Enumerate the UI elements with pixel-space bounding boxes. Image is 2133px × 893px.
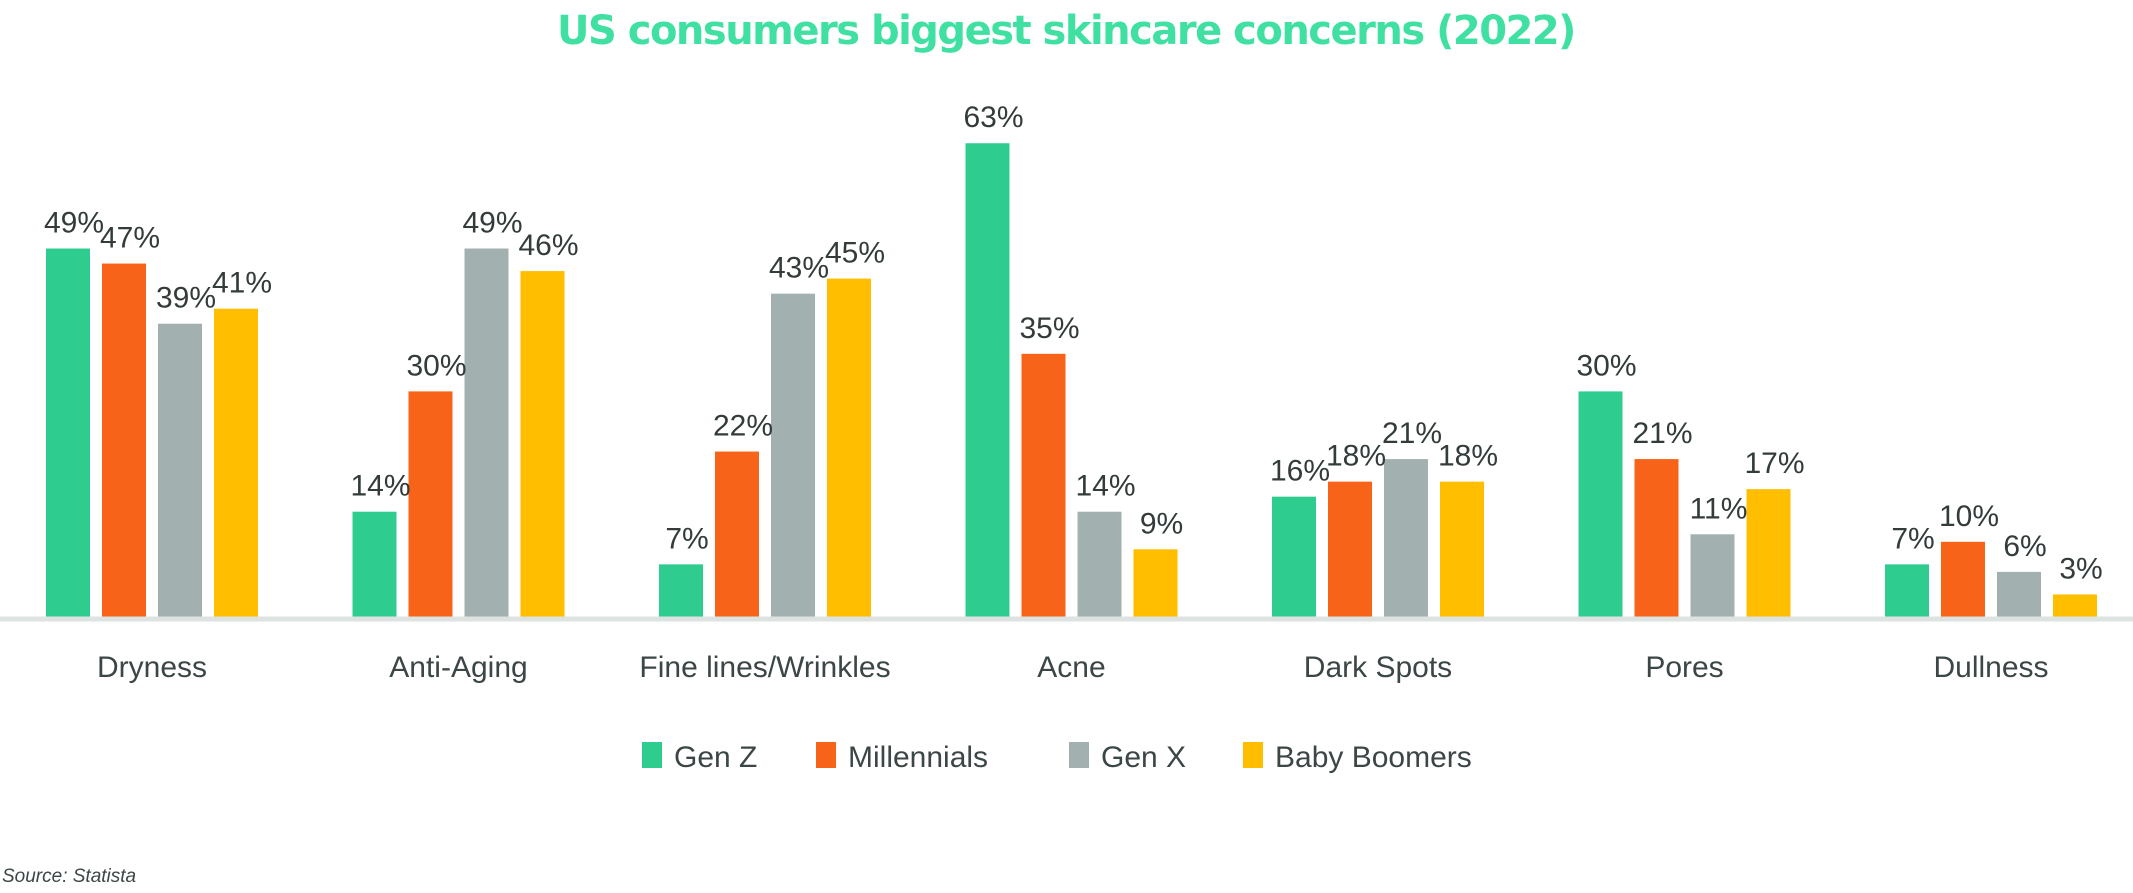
legend-swatch [642,742,662,768]
legend-item: Millennials [816,741,988,774]
legend-swatch [1069,742,1089,768]
category-label: Dryness [97,651,207,684]
bars-layer [46,143,2097,618]
data-label: 10% [1939,500,1999,533]
data-label: 47% [100,222,160,255]
bar-millennials-fine-lines-wrinkles [715,451,759,617]
category-labels: Dryness Anti-Aging Fine lines/Wrinkles Acne… [97,651,2049,684]
legend-label: Gen Z [674,741,757,774]
bar-baby-boomers-dark-spots [1440,481,1484,617]
category-label: Dark Spots [1304,651,1452,684]
data-label: 21% [1632,417,1692,450]
data-labels-layer: 49%47%39%41%14%30%49%46%7%22%43%45%63%35… [44,101,2103,585]
legend-item: Gen X [1069,741,1186,774]
bar-gen-z-dryness [46,248,90,617]
data-label: 45% [825,237,885,270]
bar-gen-x-fine-lines-wrinkles [771,293,815,617]
bar-baby-boomers-dryness [214,308,258,617]
data-label: 3% [2059,552,2102,585]
bar-gen-z-pores [1578,391,1623,617]
data-label: 7% [665,522,708,555]
legend-item: Baby Boomers [1243,741,1472,774]
data-label: 18% [1326,440,1386,473]
category-label: Pores [1645,651,1723,684]
bar-millennials-dullness [1941,541,1985,617]
data-label: 41% [212,267,272,300]
data-label: 43% [769,252,829,285]
source-note: Source: Statista [2,866,136,887]
legend-label: Baby Boomers [1275,741,1472,774]
legend-swatch [816,742,836,768]
data-label: 63% [963,101,1023,134]
legend-label: Millennials [848,741,988,774]
data-label: 30% [406,349,466,382]
bar-millennials-dark-spots [1328,481,1372,617]
data-label: 22% [713,410,773,443]
data-label: 11% [1690,492,1748,525]
data-label: 39% [156,282,216,315]
category-label: Dullness [1933,651,2048,684]
data-label: 21% [1382,417,1442,450]
bar-gen-x-dullness [1997,571,2041,617]
bar-baby-boomers-anti-aging [520,271,565,617]
bar-gen-x-dryness [158,323,202,617]
bar-gen-z-anti-aging [352,511,397,617]
bar-baby-boomers-dullness [2053,594,2097,617]
bar-baby-boomers-pores [1746,489,1791,617]
data-label: 6% [2003,530,2046,563]
category-label: Fine lines/Wrinkles [639,651,890,684]
data-label: 30% [1576,349,1636,382]
data-label: 16% [1270,455,1330,488]
data-label: 9% [1140,507,1183,540]
data-label: 18% [1438,440,1498,473]
category-label: Anti-Aging [389,651,527,684]
legend-label: Gen X [1101,741,1186,774]
data-label: 46% [518,229,578,262]
bar-baby-boomers-fine-lines-wrinkles [827,278,871,617]
chart-title: US consumers biggest skincare concerns (… [557,8,1575,54]
bar-millennials-anti-aging [408,391,453,617]
bar-baby-boomers-acne [1133,549,1178,617]
data-label: 14% [1075,470,1135,503]
bar-gen-z-dark-spots [1272,496,1316,617]
data-label: 49% [462,207,522,240]
bar-gen-z-acne [965,143,1010,618]
bar-millennials-acne [1021,353,1066,617]
data-label: 49% [44,207,104,240]
data-label: 17% [1744,447,1804,480]
legend: Gen Z Millennials Gen X Baby Boomers [642,741,1472,774]
bar-millennials-dryness [102,263,146,617]
bar-millennials-pores [1634,459,1679,617]
bar-gen-x-dark-spots [1384,459,1428,617]
legend-swatch [1243,742,1263,768]
legend-item: Gen Z [642,741,757,774]
data-label: 35% [1019,312,1079,345]
bar-gen-x-acne [1077,511,1122,617]
bar-gen-x-anti-aging [464,248,509,617]
bar-gen-z-dullness [1885,564,1929,617]
data-label: 7% [1891,522,1934,555]
data-label: 14% [350,470,410,503]
category-label: Acne [1037,651,1105,684]
bar-gen-z-fine-lines-wrinkles [659,564,703,617]
bar-gen-x-pores [1690,534,1735,617]
